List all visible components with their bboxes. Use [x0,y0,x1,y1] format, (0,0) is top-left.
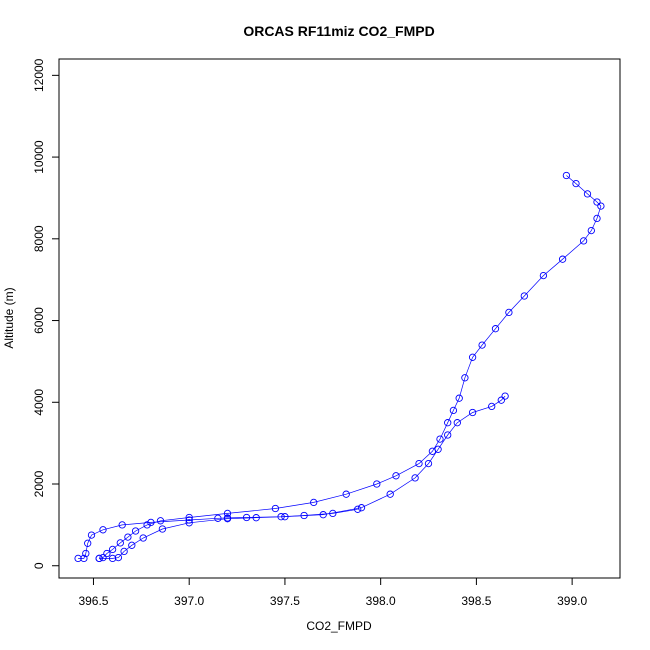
data-point [424,459,433,468]
data-point [158,525,167,533]
x-tick-label: 398.5 [461,594,491,608]
data-point [128,541,136,549]
data-point [271,504,280,513]
data-point [99,553,107,562]
data-point [488,402,496,411]
data-point [99,526,107,534]
series-layer [74,171,605,563]
data-point [434,445,442,453]
data-point [491,325,500,333]
data-point [300,511,308,520]
data-point [84,539,92,547]
data-point [558,255,567,263]
data-point [415,459,423,468]
data-point [120,547,128,556]
data-point [147,518,155,527]
y-tick-label: 8000 [32,225,46,252]
data-point [455,394,463,402]
series-3 [74,505,362,563]
y-tick-label: 10000 [32,140,46,174]
data-point [468,353,477,361]
data-point [185,516,193,524]
series-line [78,508,358,559]
data-point [329,509,337,518]
data-point [319,511,327,519]
data-point [501,392,509,400]
data-point [103,549,111,558]
series-line [99,175,602,559]
data-point [597,202,605,210]
data-point [118,521,126,529]
data-point [139,534,147,542]
data-point [95,554,103,563]
data-point [185,519,193,527]
chart-title: ORCAS RF11miz CO2_FMPD [243,23,434,39]
data-point [478,341,486,349]
data-point [453,419,461,427]
data-point [143,521,151,529]
y-tick-label: 2000 [32,470,46,497]
data-point [572,179,580,188]
data-point [185,513,193,522]
data-point [520,292,528,300]
data-point [114,553,123,562]
y-tick-label: 4000 [32,389,46,416]
data-point [562,171,571,180]
x-axis: 396.5 397.0 397.5 398.0 398.5 399.0 [78,577,587,608]
data-point [214,514,222,522]
data-point [505,308,513,317]
data-point [583,190,592,198]
data-point [392,472,400,480]
x-tick-label: 397.5 [270,594,300,608]
data-point [411,474,419,482]
data-point [357,504,366,512]
data-point [539,271,548,280]
data-point [108,545,117,554]
data-point [156,517,165,525]
data-point [436,435,444,443]
data-point [124,533,132,541]
data-point [461,374,469,382]
data-point [277,513,285,521]
data-point [82,549,90,558]
x-axis-label: CO2_FMPD [306,619,372,633]
data-point [223,509,232,518]
y-axis-label: Altitude (m) [2,287,16,348]
x-tick-label: 399.0 [557,594,587,608]
y-tick-label: 12000 [32,58,46,92]
x-tick-label: 397.0 [174,594,204,608]
data-point [593,214,601,223]
data-point [342,490,350,498]
data-point [444,419,452,427]
data-point [80,554,88,563]
x-tick-label: 398.0 [366,594,396,608]
data-point [116,539,124,547]
data-point [87,531,96,539]
data-point [386,490,394,498]
data-point [373,480,381,488]
data-point [468,408,477,417]
data-point [497,396,505,404]
x-tick-label: 396.5 [78,594,108,608]
series-2 [95,392,509,563]
data-point [354,505,362,513]
data-point [242,513,251,522]
y-tick-label: 0 [32,562,46,569]
series-1 [95,171,605,563]
data-point [74,554,82,563]
data-point [593,198,601,206]
data-point [579,237,588,245]
data-point [587,226,595,235]
y-tick-label: 6000 [32,307,46,334]
data-point [449,406,458,415]
data-point [131,527,140,535]
data-point [108,554,117,563]
data-point [444,431,452,439]
data-point [223,514,232,522]
data-point [310,498,318,507]
y-axis: 0 2000 4000 6000 8000 10000 12000 [32,58,60,569]
